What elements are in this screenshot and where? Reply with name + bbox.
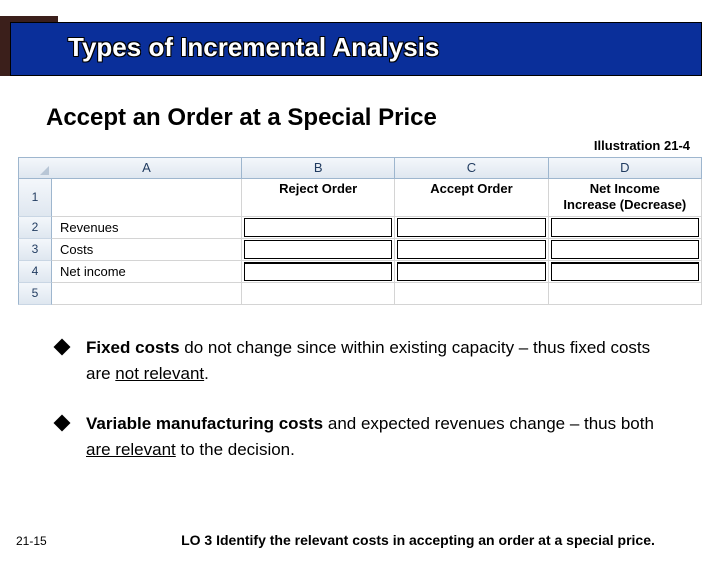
bullet-text-2: Variable manufacturing costs and expecte… — [86, 411, 664, 463]
cell-b4[interactable] — [242, 261, 395, 283]
column-header-row: A B C D — [18, 157, 702, 179]
slide-title: Types of Incremental Analysis — [68, 32, 439, 63]
spreadsheet: A B C D 1 Reject Order Accept Order Net … — [18, 157, 702, 305]
cell-c2[interactable] — [395, 217, 548, 239]
cell-d1[interactable]: Net Income Increase (Decrease) — [549, 179, 702, 217]
cell-a5[interactable] — [52, 283, 242, 305]
col-header-a[interactable]: A — [52, 157, 242, 179]
cell-b3[interactable] — [242, 239, 395, 261]
row-header-4[interactable]: 4 — [18, 261, 52, 283]
illustration-label: Illustration 21-4 — [0, 138, 690, 153]
cell-d4[interactable] — [549, 261, 702, 283]
title-bar: Types of Incremental Analysis — [0, 22, 720, 76]
cell-b2[interactable] — [242, 217, 395, 239]
col-header-c[interactable]: C — [395, 157, 548, 179]
cell-c3[interactable] — [395, 239, 548, 261]
cell-a2[interactable]: Revenues — [52, 217, 242, 239]
cell-b5[interactable] — [242, 283, 395, 305]
cell-d3[interactable] — [549, 239, 702, 261]
slide-number: 21-15 — [16, 534, 116, 548]
cell-a3[interactable]: Costs — [52, 239, 242, 261]
cell-a1[interactable] — [52, 179, 242, 217]
row-2: 2 Revenues — [18, 217, 702, 239]
slide-subtitle: Accept an Order at a Special Price — [46, 104, 720, 132]
row-header-2[interactable]: 2 — [18, 217, 52, 239]
cell-c4[interactable] — [395, 261, 548, 283]
row-5: 5 — [18, 283, 702, 305]
select-all-corner[interactable] — [18, 157, 52, 179]
row-header-3[interactable]: 3 — [18, 239, 52, 261]
cell-a4[interactable]: Net income — [52, 261, 242, 283]
slide-footer: 21-15 LO 3 Identify the relevant costs i… — [0, 532, 720, 548]
cell-d2[interactable] — [549, 217, 702, 239]
col-header-b[interactable]: B — [242, 157, 395, 179]
cell-b1[interactable]: Reject Order — [242, 179, 395, 217]
learning-objective: LO 3 Identify the relevant costs in acce… — [116, 532, 720, 548]
cell-d5[interactable] — [549, 283, 702, 305]
cell-c5[interactable] — [395, 283, 548, 305]
diamond-bullet-icon — [54, 415, 71, 432]
bullet-list: Fixed costs do not change since within e… — [56, 335, 664, 463]
row-1: 1 Reject Order Accept Order Net Income I… — [18, 179, 702, 217]
bullet-item-1: Fixed costs do not change since within e… — [56, 335, 664, 387]
row-4: 4 Net income — [18, 261, 702, 283]
row-header-1[interactable]: 1 — [18, 179, 52, 217]
row-header-5[interactable]: 5 — [18, 283, 52, 305]
col-header-d[interactable]: D — [549, 157, 702, 179]
bullet-text-1: Fixed costs do not change since within e… — [86, 335, 664, 387]
row-3: 3 Costs — [18, 239, 702, 261]
diamond-bullet-icon — [54, 339, 71, 356]
bullet-item-2: Variable manufacturing costs and expecte… — [56, 411, 664, 463]
cell-c1[interactable]: Accept Order — [395, 179, 548, 217]
